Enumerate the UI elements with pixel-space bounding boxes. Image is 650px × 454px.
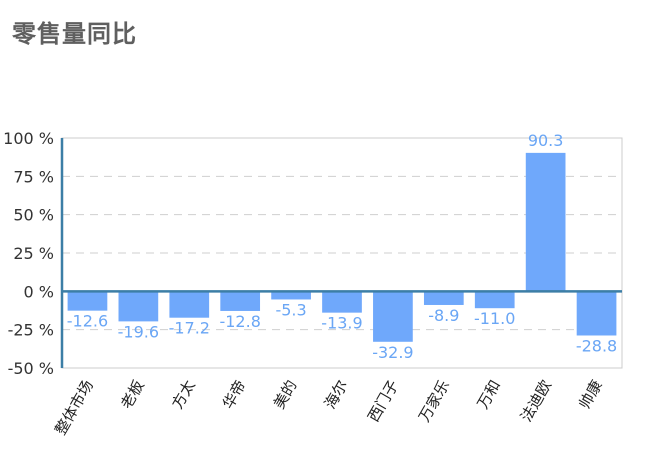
bar bbox=[67, 291, 108, 311]
bar bbox=[169, 291, 210, 318]
x-tick-label: 帅康 bbox=[575, 377, 606, 412]
y-tick-label: -25 % bbox=[8, 321, 54, 340]
bar bbox=[474, 291, 515, 309]
chart-title: 零售量同比 bbox=[12, 20, 137, 48]
x-tick-label: 万和 bbox=[474, 377, 505, 412]
bar bbox=[525, 152, 566, 292]
bar bbox=[118, 291, 159, 322]
data-label: 90.3 bbox=[528, 131, 564, 150]
x-tick-label: 海尔 bbox=[321, 377, 352, 412]
x-tick-label: 老板 bbox=[117, 377, 148, 412]
x-tick-label: 美的 bbox=[270, 377, 301, 412]
data-label: -17.2 bbox=[169, 319, 210, 338]
data-label: -11.0 bbox=[474, 309, 515, 328]
data-label: -8.9 bbox=[428, 306, 459, 325]
x-tick-label: 华帝 bbox=[219, 377, 250, 412]
data-label: -28.8 bbox=[576, 336, 617, 355]
x-tick-label: 法迪欧 bbox=[517, 377, 555, 425]
data-label: -5.3 bbox=[275, 300, 306, 319]
x-tick-label: 西门子 bbox=[364, 377, 402, 425]
data-label: -12.8 bbox=[219, 312, 260, 331]
bar bbox=[576, 291, 617, 336]
y-tick-label: 0 % bbox=[24, 282, 54, 301]
y-tick-label: 75 % bbox=[13, 167, 54, 186]
bar bbox=[373, 291, 413, 342]
bar bbox=[423, 291, 464, 305]
bar bbox=[322, 291, 362, 313]
y-tick-label: 50 % bbox=[13, 206, 54, 225]
x-tick-label: 万家乐 bbox=[415, 377, 453, 425]
bar bbox=[271, 291, 311, 300]
data-label: -19.6 bbox=[118, 322, 159, 341]
y-tick-label: 25 % bbox=[13, 244, 54, 263]
x-tick-label: 方太 bbox=[168, 377, 199, 412]
y-tick-label: 100 % bbox=[3, 129, 54, 148]
data-label: -12.6 bbox=[67, 312, 108, 331]
data-label: -32.9 bbox=[372, 343, 413, 362]
bar bbox=[220, 291, 261, 311]
x-tick-label: 整体市场 bbox=[51, 377, 97, 438]
data-label: -13.9 bbox=[321, 314, 362, 333]
y-tick-label: -50 % bbox=[8, 359, 54, 378]
